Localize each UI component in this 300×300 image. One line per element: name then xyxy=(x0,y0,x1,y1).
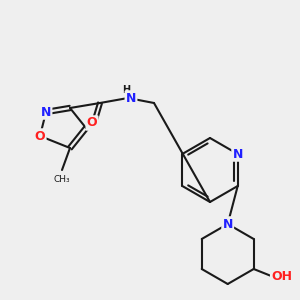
Text: N: N xyxy=(232,148,243,160)
Text: N: N xyxy=(41,106,51,118)
Text: CH₃: CH₃ xyxy=(54,175,70,184)
Text: N: N xyxy=(223,218,233,230)
Text: O: O xyxy=(87,116,97,130)
Text: OH: OH xyxy=(271,271,292,284)
Text: O: O xyxy=(35,130,45,142)
Text: H: H xyxy=(122,85,130,95)
Text: N: N xyxy=(126,92,136,104)
